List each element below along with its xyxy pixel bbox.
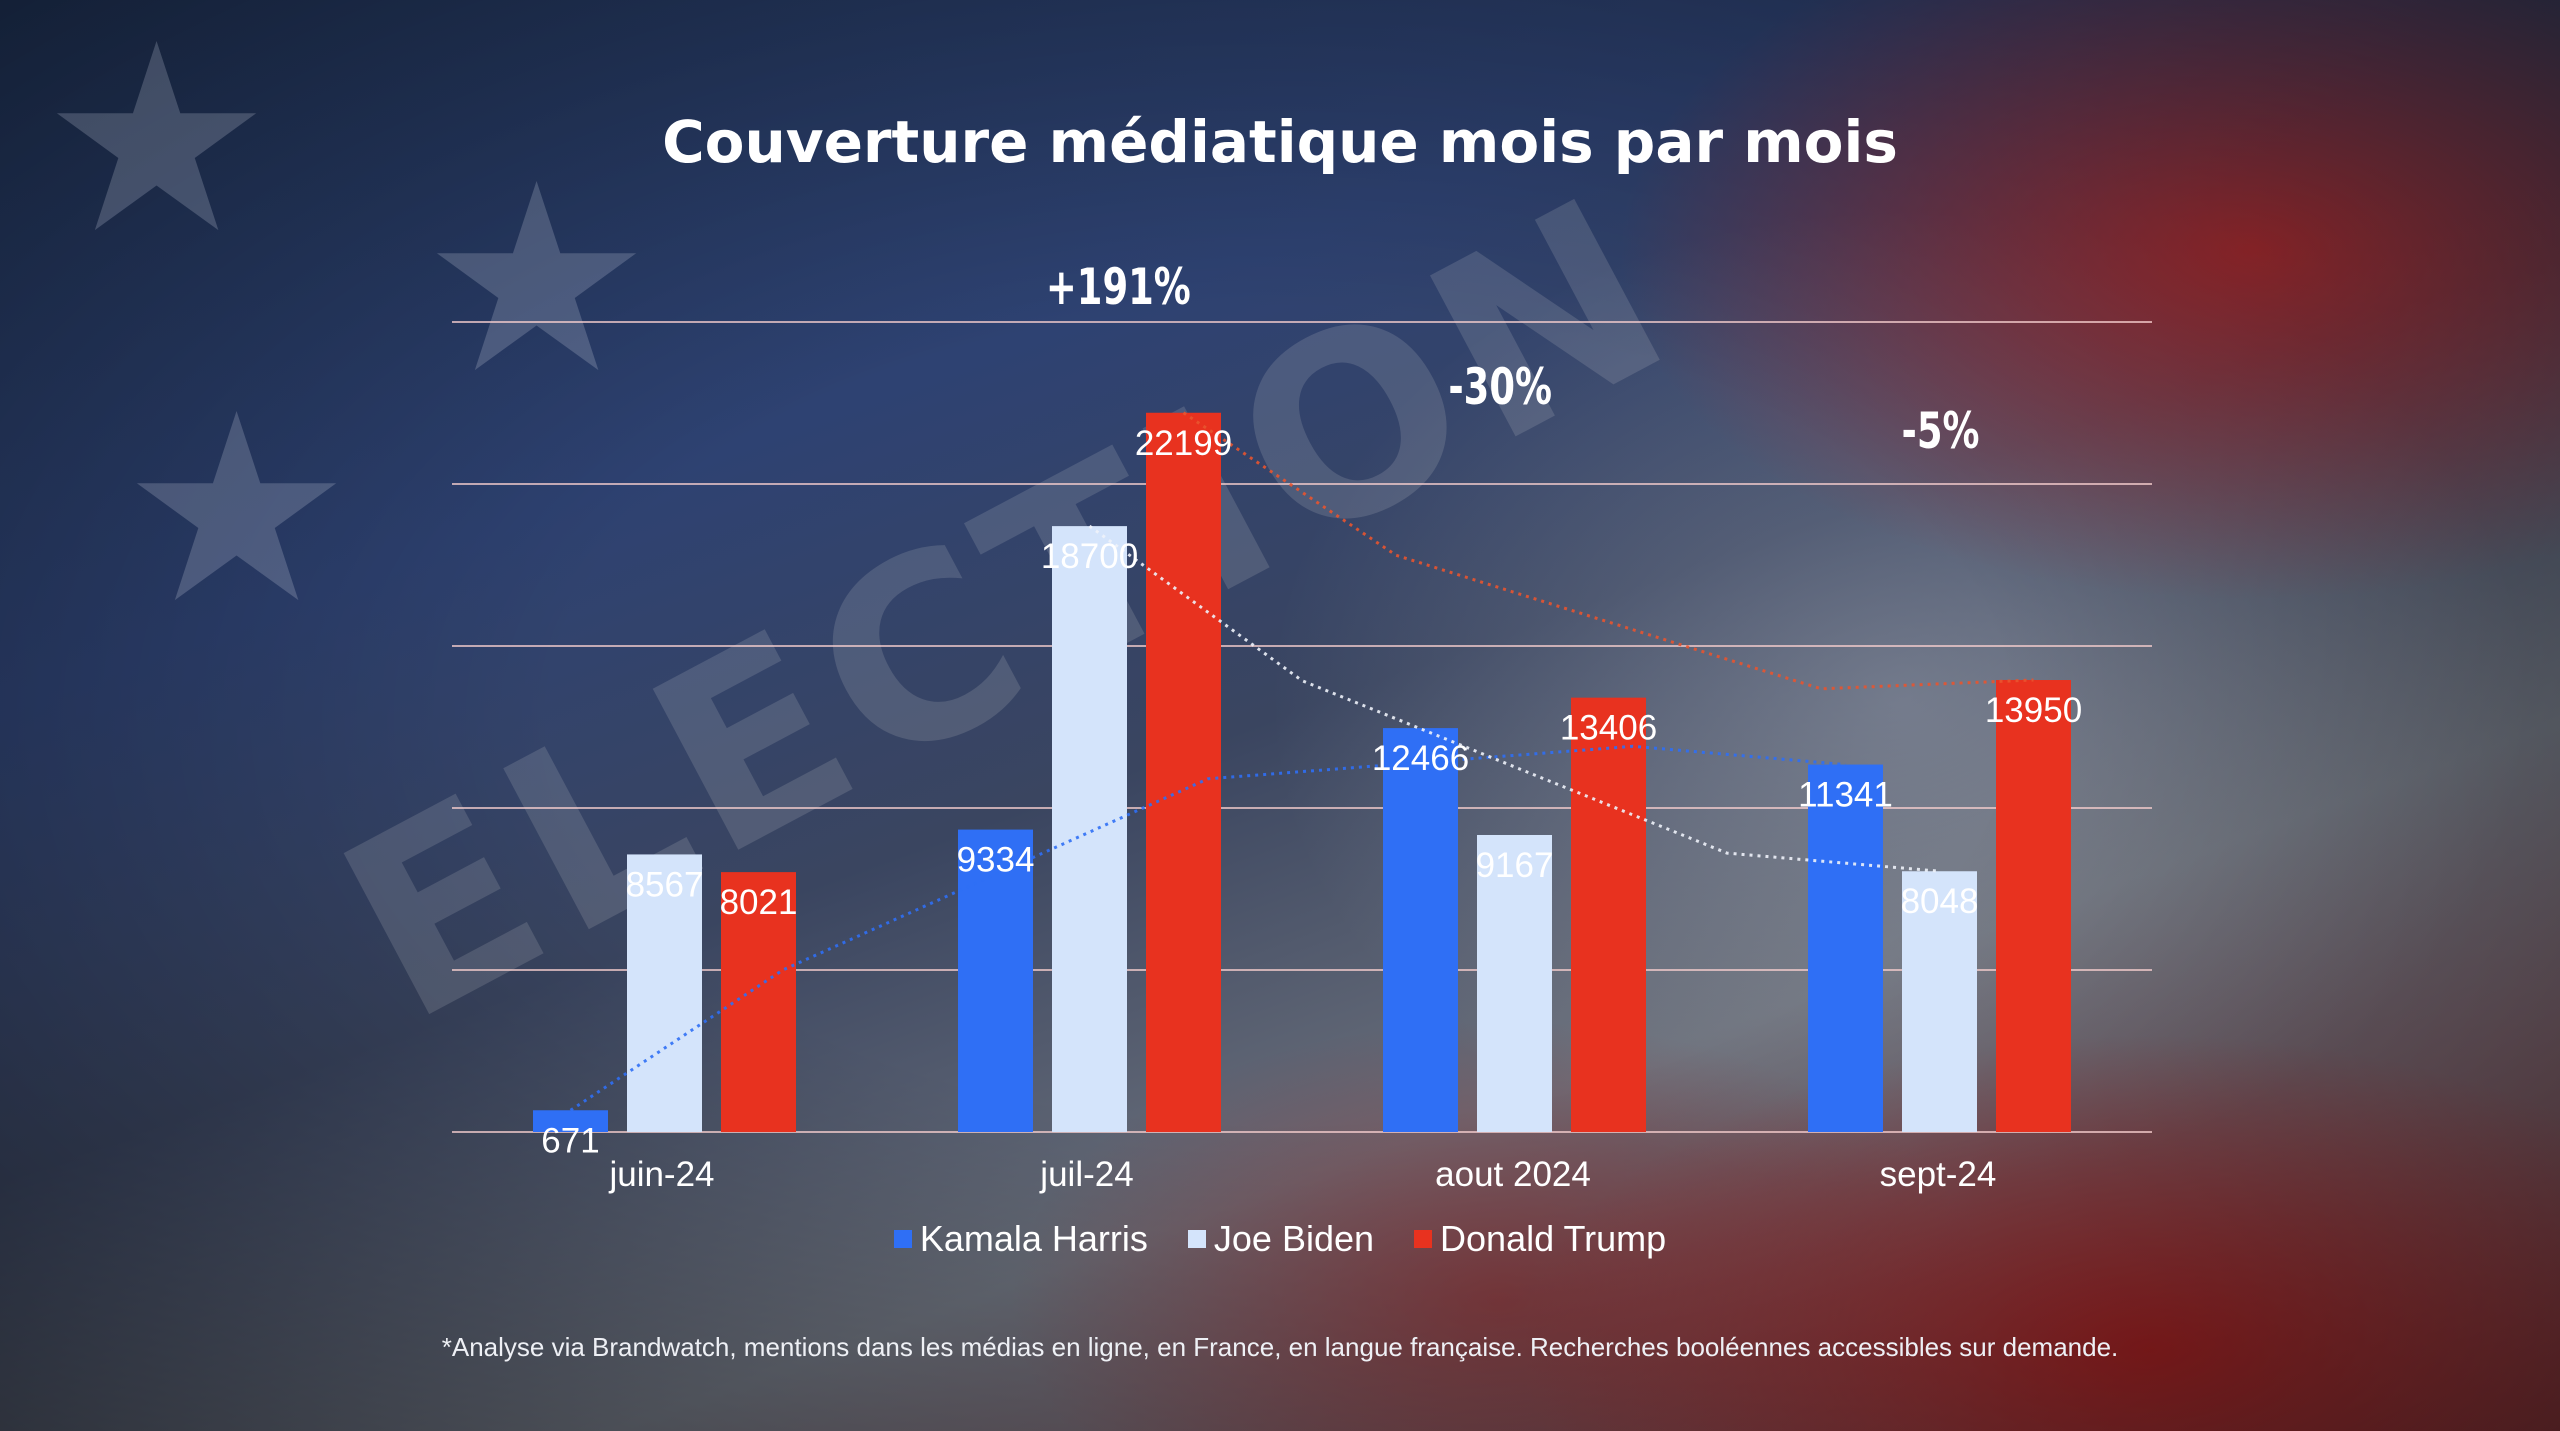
legend-label: Donald Trump bbox=[1440, 1218, 1667, 1259]
data-label: 671 bbox=[541, 1121, 599, 1160]
data-label: 8048 bbox=[1901, 882, 1979, 921]
bar bbox=[533, 1110, 608, 1132]
bar bbox=[1902, 871, 1977, 1132]
bar bbox=[721, 872, 796, 1132]
bar bbox=[1571, 697, 1646, 1132]
legend-label: Joe Biden bbox=[1213, 1218, 1375, 1259]
bar bbox=[1808, 764, 1883, 1132]
bar bbox=[1477, 834, 1552, 1132]
x-tick-label: juin-24 bbox=[609, 1155, 715, 1194]
bar bbox=[1996, 680, 2071, 1132]
legend-swatch bbox=[893, 1230, 912, 1248]
data-label: 8567 bbox=[626, 865, 704, 904]
x-tick-label: sept-24 bbox=[1879, 1155, 1997, 1194]
data-label: 9167 bbox=[1476, 846, 1554, 885]
data-label: 18700 bbox=[1041, 537, 1138, 576]
legend-item-harris: Kamala Harris bbox=[893, 1218, 1148, 1260]
star-icon: ★ bbox=[120, 359, 354, 661]
legend-item-trump: Donald Trump bbox=[1414, 1218, 1666, 1260]
legend-item-biden: Joe Biden bbox=[1187, 1218, 1375, 1260]
legend-label: Kamala Harris bbox=[919, 1218, 1148, 1259]
chart-title: Couverture médiatique mois par mois bbox=[662, 108, 1898, 176]
data-label: 22199 bbox=[1135, 424, 1232, 463]
x-tick-label: aout 2024 bbox=[1435, 1155, 1591, 1194]
x-tick-label: juil-24 bbox=[1040, 1155, 1134, 1194]
annotation-juil: +191% bbox=[1045, 258, 1191, 316]
data-label: 12466 bbox=[1372, 739, 1469, 778]
legend: Kamala Harris Joe Biden Donald Trump bbox=[0, 1218, 2560, 1260]
data-label: 8021 bbox=[720, 883, 798, 922]
bar bbox=[1052, 526, 1127, 1132]
data-label: 13950 bbox=[1985, 691, 2082, 730]
bar bbox=[1146, 412, 1221, 1132]
data-label: 13406 bbox=[1560, 709, 1657, 748]
trendline bbox=[569, 744, 1846, 1112]
data-label: 9334 bbox=[957, 841, 1035, 880]
legend-swatch bbox=[1187, 1230, 1206, 1248]
bar bbox=[627, 854, 702, 1132]
star-icon: ★ bbox=[420, 129, 654, 431]
trendline bbox=[1182, 411, 2034, 691]
legend-swatch bbox=[1414, 1230, 1433, 1248]
data-label: 11341 bbox=[1798, 776, 1893, 815]
annotation-aout: -30% bbox=[1448, 358, 1552, 416]
footnote: *Analyse via Brandwatch, mentions dans l… bbox=[441, 1332, 2119, 1362]
bar bbox=[1383, 728, 1458, 1132]
bar bbox=[958, 829, 1033, 1132]
star-icon: ★ bbox=[40, 0, 274, 291]
annotation-sept: -5% bbox=[1901, 402, 1980, 460]
